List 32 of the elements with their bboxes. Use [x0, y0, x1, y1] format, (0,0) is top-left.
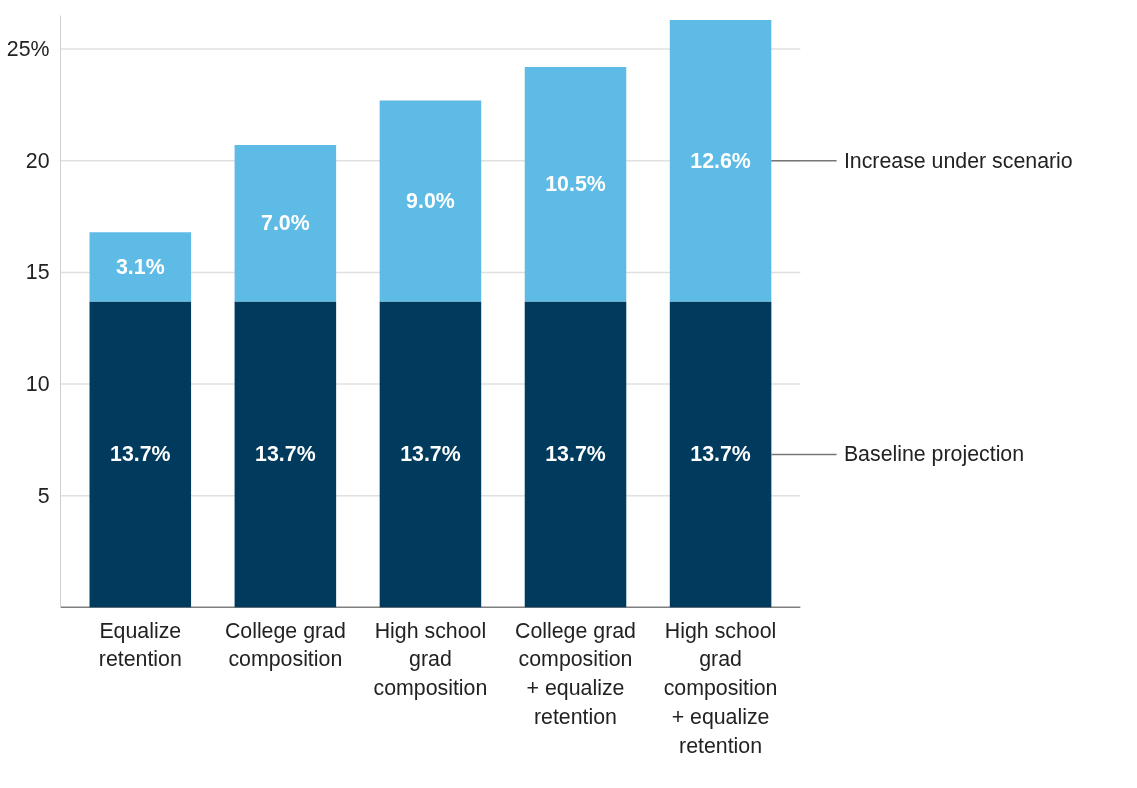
- y-tick-label: 15: [25, 260, 50, 285]
- data-label: 13.7%: [545, 442, 606, 467]
- y-tick-label: 20: [25, 148, 50, 173]
- data-label: 10.5%: [545, 172, 606, 197]
- x-tick-label: High school grad composition: [373, 618, 488, 701]
- data-label: 13.7%: [110, 442, 171, 467]
- x-tick-label: College grad composition + equalize retention: [515, 618, 636, 729]
- data-label: 7.0%: [261, 211, 310, 236]
- y-tick-label: 10: [25, 372, 50, 397]
- data-label: 13.7%: [255, 442, 316, 467]
- text: Increase under scenario: [843, 148, 1073, 173]
- data-label: 13.7%: [690, 442, 751, 467]
- bar: [234, 301, 337, 608]
- data-label: 12.6%: [690, 148, 751, 173]
- bar: [524, 301, 627, 608]
- data-label: 13.7%: [400, 442, 461, 467]
- y-tick-label: 5: [37, 483, 50, 508]
- x-tick-label: Equalize retention: [98, 618, 182, 672]
- bar: [524, 66, 627, 302]
- text: Baseline projection: [843, 442, 1025, 467]
- data-label: 9.0%: [406, 188, 455, 213]
- x-tick-label: High school grad composition + equalize retention: [663, 618, 778, 758]
- y-tick-label: 25%: [6, 37, 50, 62]
- data-label: 3.1%: [115, 254, 165, 279]
- bar: [669, 19, 772, 302]
- bar: [89, 301, 192, 608]
- bar: [89, 232, 192, 302]
- bar: [379, 100, 482, 302]
- bar: [234, 145, 337, 302]
- x-tick-label: College grad composition: [224, 618, 346, 672]
- bar: [669, 301, 772, 608]
- bar: [379, 301, 482, 608]
